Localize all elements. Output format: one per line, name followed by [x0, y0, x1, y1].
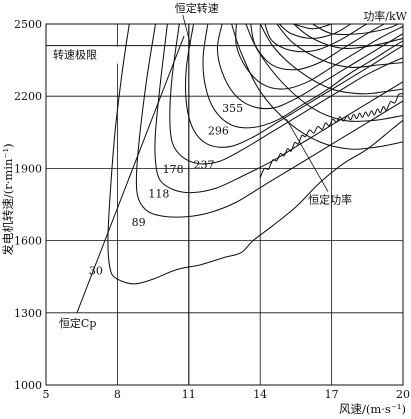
contour-label: 178: [163, 163, 184, 176]
y-tick-label: 2500: [14, 18, 42, 31]
contour-line: [293, 24, 403, 49]
contour-line: [259, 24, 403, 95]
x-tick-label: 17: [325, 388, 339, 401]
y-tick-label: 1600: [14, 235, 42, 248]
x-axis-label: 风速/(m·s⁻¹): [339, 402, 406, 416]
y-tick-label: 1900: [14, 162, 42, 175]
y-tick-label: 2200: [14, 90, 42, 103]
contour-label: 296: [208, 125, 229, 138]
contour-line: [235, 24, 403, 90]
contour-line: [312, 24, 399, 36]
reference-lines: [46, 24, 403, 385]
x-tick-label: 5: [43, 388, 50, 401]
contour-labels: 30 89 118 178 237 296 355: [89, 102, 243, 277]
speed-limit-label: 转速极限: [53, 48, 97, 62]
reference-line: [76, 35, 185, 313]
contour-label: 89: [132, 216, 146, 229]
contour-line: [216, 24, 403, 110]
contour-label: 30: [89, 264, 103, 277]
contour-line: [135, 24, 403, 218]
y-axis-label: 发电机转速/(r·min⁻¹): [1, 143, 15, 255]
contour-label: 355: [222, 102, 243, 115]
contour-line: [107, 24, 403, 285]
contour-line: [154, 24, 403, 194]
contour-line: [231, 24, 403, 150]
constant-power-leader: [286, 118, 329, 192]
contour-line: [245, 24, 403, 122]
x-tick-label: 11: [182, 388, 196, 401]
x-tick-label: 14: [253, 388, 267, 401]
plot-frame: [45, 23, 404, 386]
contour-line: [278, 24, 351, 39]
contour-line: [264, 24, 368, 53]
speed-limit-label-box: [47, 46, 121, 64]
contour-line: [276, 24, 403, 68]
right-boundary: [259, 93, 403, 178]
contour-line: [293, 24, 332, 30]
contour-line: [202, 24, 403, 129]
x-tick-label: 20: [396, 388, 410, 401]
x-ticks: 5 8 11 14 17 20: [43, 388, 411, 401]
constant-speed-leader: [182, 14, 192, 47]
power-contours: [107, 24, 403, 285]
boundary-curve: [259, 93, 403, 178]
x-tick-label: 8: [114, 388, 121, 401]
y-tick-label: 1000: [14, 379, 42, 392]
contour-label: 118: [148, 187, 169, 200]
power-unit-label: 功率/kW: [363, 9, 407, 23]
y-tick-label: 1300: [14, 307, 42, 320]
contour-line: [169, 24, 403, 165]
contour-label: 237: [194, 158, 215, 171]
constant-speed-label: 恒定转速: [175, 1, 219, 15]
y-ticks: 1000 1300 1600 1900 2200 2500: [14, 18, 42, 392]
constant-power-label: 恒定功率: [308, 193, 352, 207]
constant-cp-label: 恒定Cp: [59, 316, 96, 330]
